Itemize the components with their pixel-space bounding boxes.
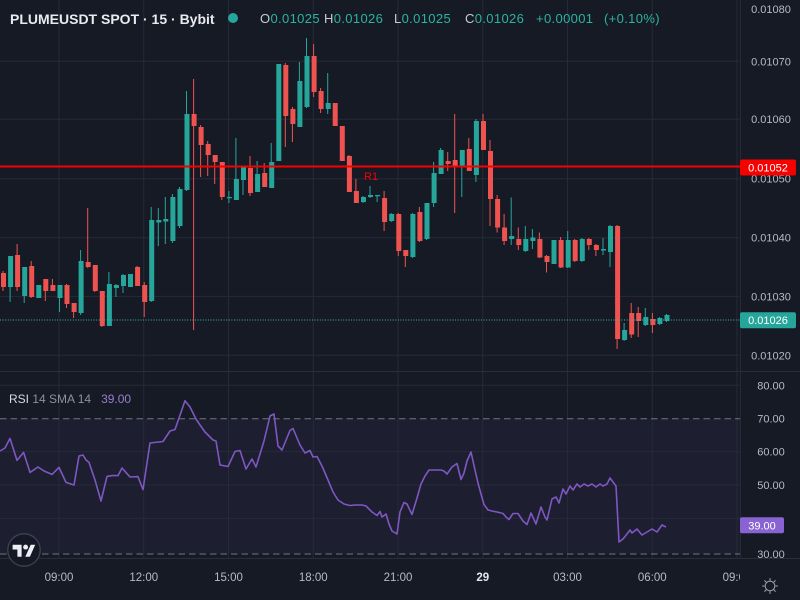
svg-text:60.00: 60.00	[757, 447, 785, 459]
svg-text:0.01030: 0.01030	[751, 291, 791, 303]
svg-text:0.01040: 0.01040	[751, 233, 791, 245]
svg-text:C0.01026: C0.01026	[465, 11, 524, 26]
svg-text:0.01020: 0.01020	[751, 350, 791, 362]
svg-text:06:00: 06:00	[638, 572, 667, 584]
svg-text:09:00: 09:00	[45, 572, 74, 584]
svg-text:O0.01025: O0.01025	[260, 11, 320, 26]
svg-text:H0.01026: H0.01026	[324, 11, 383, 26]
svg-text:0.01052: 0.01052	[748, 163, 788, 175]
svg-text:L0.01025: L0.01025	[394, 11, 451, 26]
svg-text:0.01050: 0.01050	[751, 174, 791, 186]
svg-text:0.01026: 0.01026	[748, 315, 788, 327]
svg-text:0.01080: 0.01080	[751, 4, 791, 16]
svg-text:70.00: 70.00	[757, 414, 785, 426]
svg-text:80.00: 80.00	[757, 380, 785, 392]
svg-text:+0.00001: +0.00001	[536, 11, 593, 26]
svg-text:29: 29	[476, 572, 489, 584]
svg-text:(+0.10%): (+0.10%)	[604, 11, 660, 26]
svg-text:0.01070: 0.01070	[751, 56, 791, 68]
svg-text:50.00: 50.00	[757, 480, 785, 492]
svg-text:R1: R1	[364, 171, 378, 183]
svg-text:39.00: 39.00	[748, 520, 776, 532]
svg-text:18:00: 18:00	[299, 572, 328, 584]
svg-text:09:00: 09:00	[723, 572, 752, 584]
svg-text:15:00: 15:00	[214, 572, 243, 584]
svg-text:12:00: 12:00	[129, 572, 158, 584]
svg-text:30.00: 30.00	[757, 549, 785, 561]
svg-text:21:00: 21:00	[384, 572, 413, 584]
svg-text:PLUMEUSDT SPOT · 15 · Bybit: PLUMEUSDT SPOT · 15 · Bybit	[10, 11, 215, 27]
svg-text:0.01060: 0.01060	[751, 114, 791, 126]
svg-text:03:00: 03:00	[553, 572, 582, 584]
svg-text:RSI 14 SMA 14 39.00: RSI 14 SMA 14 39.00	[9, 392, 131, 406]
